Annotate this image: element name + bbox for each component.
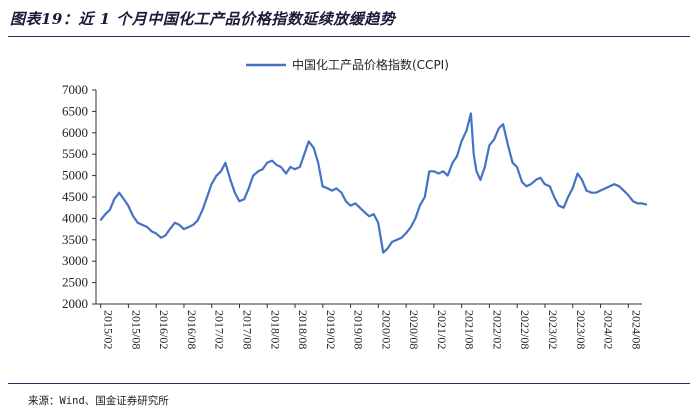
y-tick-label: 6000 (62, 125, 88, 140)
y-tick-label: 3000 (62, 253, 88, 268)
x-tick-label: 2019/02 (324, 310, 338, 349)
y-tick-label: 2500 (62, 275, 88, 290)
y-tick-label: 5500 (62, 146, 88, 161)
x-tick-label: 2016/08 (185, 310, 199, 349)
x-tick-label: 2022/02 (490, 310, 504, 349)
source-note: 来源：Wind、国金证券研究所 (28, 395, 169, 407)
x-tick-label: 2023/02 (546, 310, 560, 349)
x-tick-label: 2017/02 (213, 310, 227, 349)
x-tick-label: 2016/02 (157, 310, 171, 349)
x-tick-label: 2017/08 (240, 310, 254, 349)
x-tick-label: 2018/08 (296, 310, 310, 349)
y-tick-label: 4500 (62, 189, 88, 204)
figure-title: 图表19：近 1 个月中国化工产品价格指数延续放缓趋势 (10, 10, 396, 28)
x-tick-label: 2018/02 (268, 310, 282, 349)
series-line-ccpi (99, 112, 648, 254)
top-rule (8, 36, 690, 37)
y-tick-label: 4000 (62, 210, 88, 225)
legend: 中国化工产品价格指数(CCPI) (246, 57, 449, 72)
x-tick-label: 2021/08 (463, 310, 477, 349)
y-tick-label: 6500 (62, 103, 88, 118)
x-axis-ticks: 2015/02 2015/08 2016/02 2016/08 2017/02 2017/… (100, 304, 643, 349)
y-axis-ticks: 2000 2500 3000 3500 4000 4500 5000 5500 6000 6500… (62, 82, 96, 311)
x-tick-label: 2020/02 (379, 310, 393, 349)
y-tick-label: 5000 (62, 168, 88, 183)
y-tick-label: 3500 (62, 232, 88, 247)
y-tick-label: 2000 (62, 296, 88, 311)
x-tick-label: 2023/08 (574, 310, 588, 349)
x-tick-label: 2015/02 (102, 310, 116, 349)
x-tick-label: 2019/08 (352, 310, 366, 349)
x-tick-label: 2024/02 (602, 310, 616, 349)
y-tick-label: 7000 (62, 82, 88, 97)
legend-label: 中国化工产品价格指数(CCPI) (292, 57, 449, 72)
x-tick-label: 2015/08 (129, 310, 143, 349)
x-tick-label: 2024/08 (629, 310, 643, 349)
x-tick-label: 2022/08 (518, 310, 532, 349)
x-tick-label: 2021/02 (435, 310, 449, 349)
bottom-rule (8, 383, 690, 384)
chart-axes (95, 90, 642, 305)
x-tick-label: 2020/08 (407, 310, 421, 349)
